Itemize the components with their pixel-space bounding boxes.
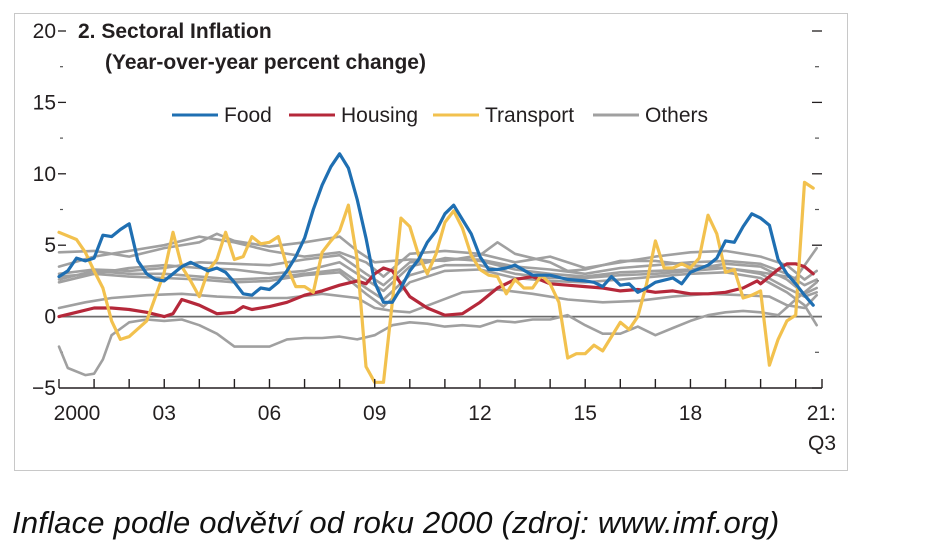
- chart-frame: [14, 13, 848, 471]
- series-line-others: [57, 288, 818, 314]
- sectoral-inflation-chart: 2. Sectoral Inflation (Year-over-year pe…: [32, 20, 836, 455]
- series-line-transport: [57, 180, 815, 384]
- y-tick-label: 0: [44, 306, 56, 329]
- x-tick-label-sub: Q3: [808, 432, 836, 455]
- series-line-others: [57, 253, 818, 287]
- series-layer: [57, 152, 822, 384]
- series-line-others: [57, 281, 818, 377]
- x-tick-label: 21:: [807, 402, 836, 425]
- series-line-housing: [57, 262, 815, 319]
- legend-label-food: Food: [224, 104, 272, 127]
- legend-label-others: Others: [645, 104, 708, 127]
- x-tick-label: 06: [258, 402, 281, 425]
- y-tick-label: −5: [32, 377, 56, 400]
- legend-label-transport: Transport: [485, 104, 574, 127]
- legend: Food Housing Transport Others: [172, 104, 708, 127]
- series-line-food: [57, 152, 815, 307]
- y-tick-label: 10: [33, 163, 56, 186]
- chart-subtitle: (Year-over-year percent change): [105, 51, 426, 74]
- x-tick-label: 03: [153, 402, 176, 425]
- y-axis: −5 0 5 10 15 20: [32, 20, 66, 400]
- chart-title: 2. Sectoral Inflation: [78, 20, 272, 43]
- x-tick-label: 18: [679, 402, 702, 425]
- series-line-others: [57, 235, 818, 281]
- y-tick-label: 15: [33, 91, 56, 114]
- x-tick-label: 12: [468, 402, 491, 425]
- x-tick-label: 2000: [54, 402, 101, 425]
- x-axis: 2000 03 06 09 12 15 18 21: Q3: [54, 379, 836, 455]
- y-tick-label: 5: [44, 234, 56, 257]
- x-tick-label: 09: [363, 402, 386, 425]
- figure-caption: Inflace podle odvětví od roku 2000 (zdro…: [12, 505, 780, 540]
- y-tick-label: 20: [33, 20, 56, 43]
- x-tick-label: 15: [574, 402, 597, 425]
- legend-label-housing: Housing: [341, 104, 418, 127]
- y-axis-right: [812, 30, 822, 389]
